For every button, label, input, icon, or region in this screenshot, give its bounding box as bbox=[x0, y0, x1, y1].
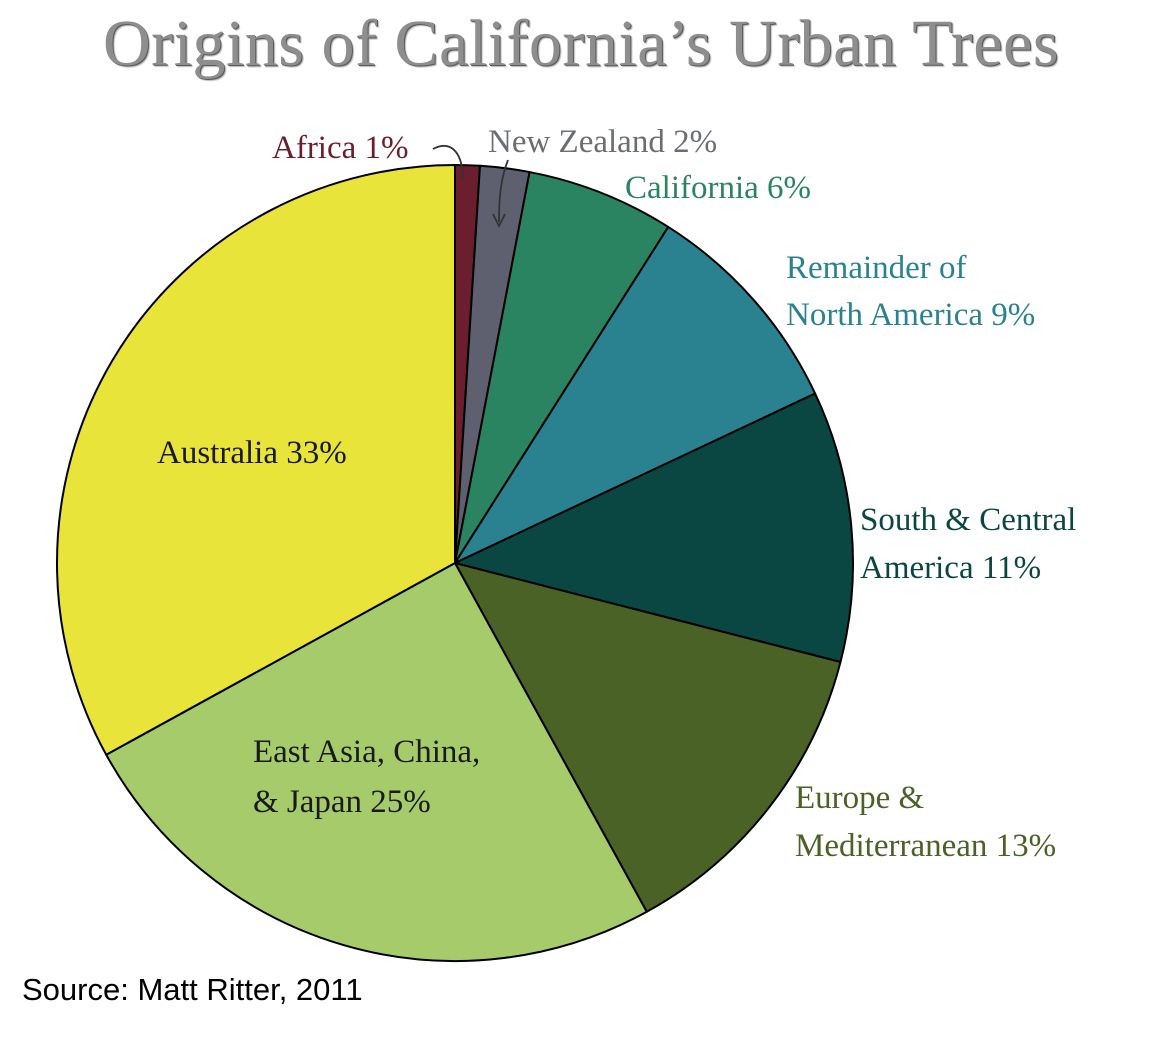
leader-lines bbox=[432, 145, 509, 229]
slice-label-south-central-america: South & Central America 11% bbox=[860, 502, 1076, 586]
slice-label-new-zealand: New Zealand 2% bbox=[488, 124, 717, 160]
pie-slice-remainder-north-america bbox=[454, 225, 817, 564]
slice-labels: Africa 1% New Zealand 2% California 6% Rema… bbox=[157, 124, 1076, 864]
slice-label-east-asia-china-japan: East Asia, China, & Japan 25% bbox=[253, 734, 480, 820]
chart-title: Origins of California’s Urban Trees bbox=[102, 7, 1060, 80]
pie-slice-south-central-america bbox=[454, 392, 854, 663]
source-note: Source: Matt Ritter, 2011 bbox=[22, 972, 363, 1007]
slice-label-remainder-north-america: Remainder of North America 9% bbox=[786, 250, 1035, 333]
leader-line-new-zealand bbox=[498, 159, 509, 223]
leader-line-africa bbox=[432, 145, 464, 179]
pie-slice-australia bbox=[56, 164, 456, 756]
pie-slice-east-asia-china-japan bbox=[105, 562, 648, 962]
pie-slices bbox=[56, 164, 854, 962]
slice-label-california: California 6% bbox=[625, 170, 811, 206]
leader-arrowhead-new-zealand bbox=[492, 213, 506, 229]
slice-label-africa: Africa 1% bbox=[272, 130, 409, 166]
slice-label-europe-mediterranean: Europe & Mediterranean 13% bbox=[795, 780, 1056, 864]
pie-slice-california bbox=[454, 171, 670, 564]
slice-label-australia: Australia 33% bbox=[157, 435, 347, 471]
pie-slice-europe-mediterranean bbox=[454, 562, 842, 913]
